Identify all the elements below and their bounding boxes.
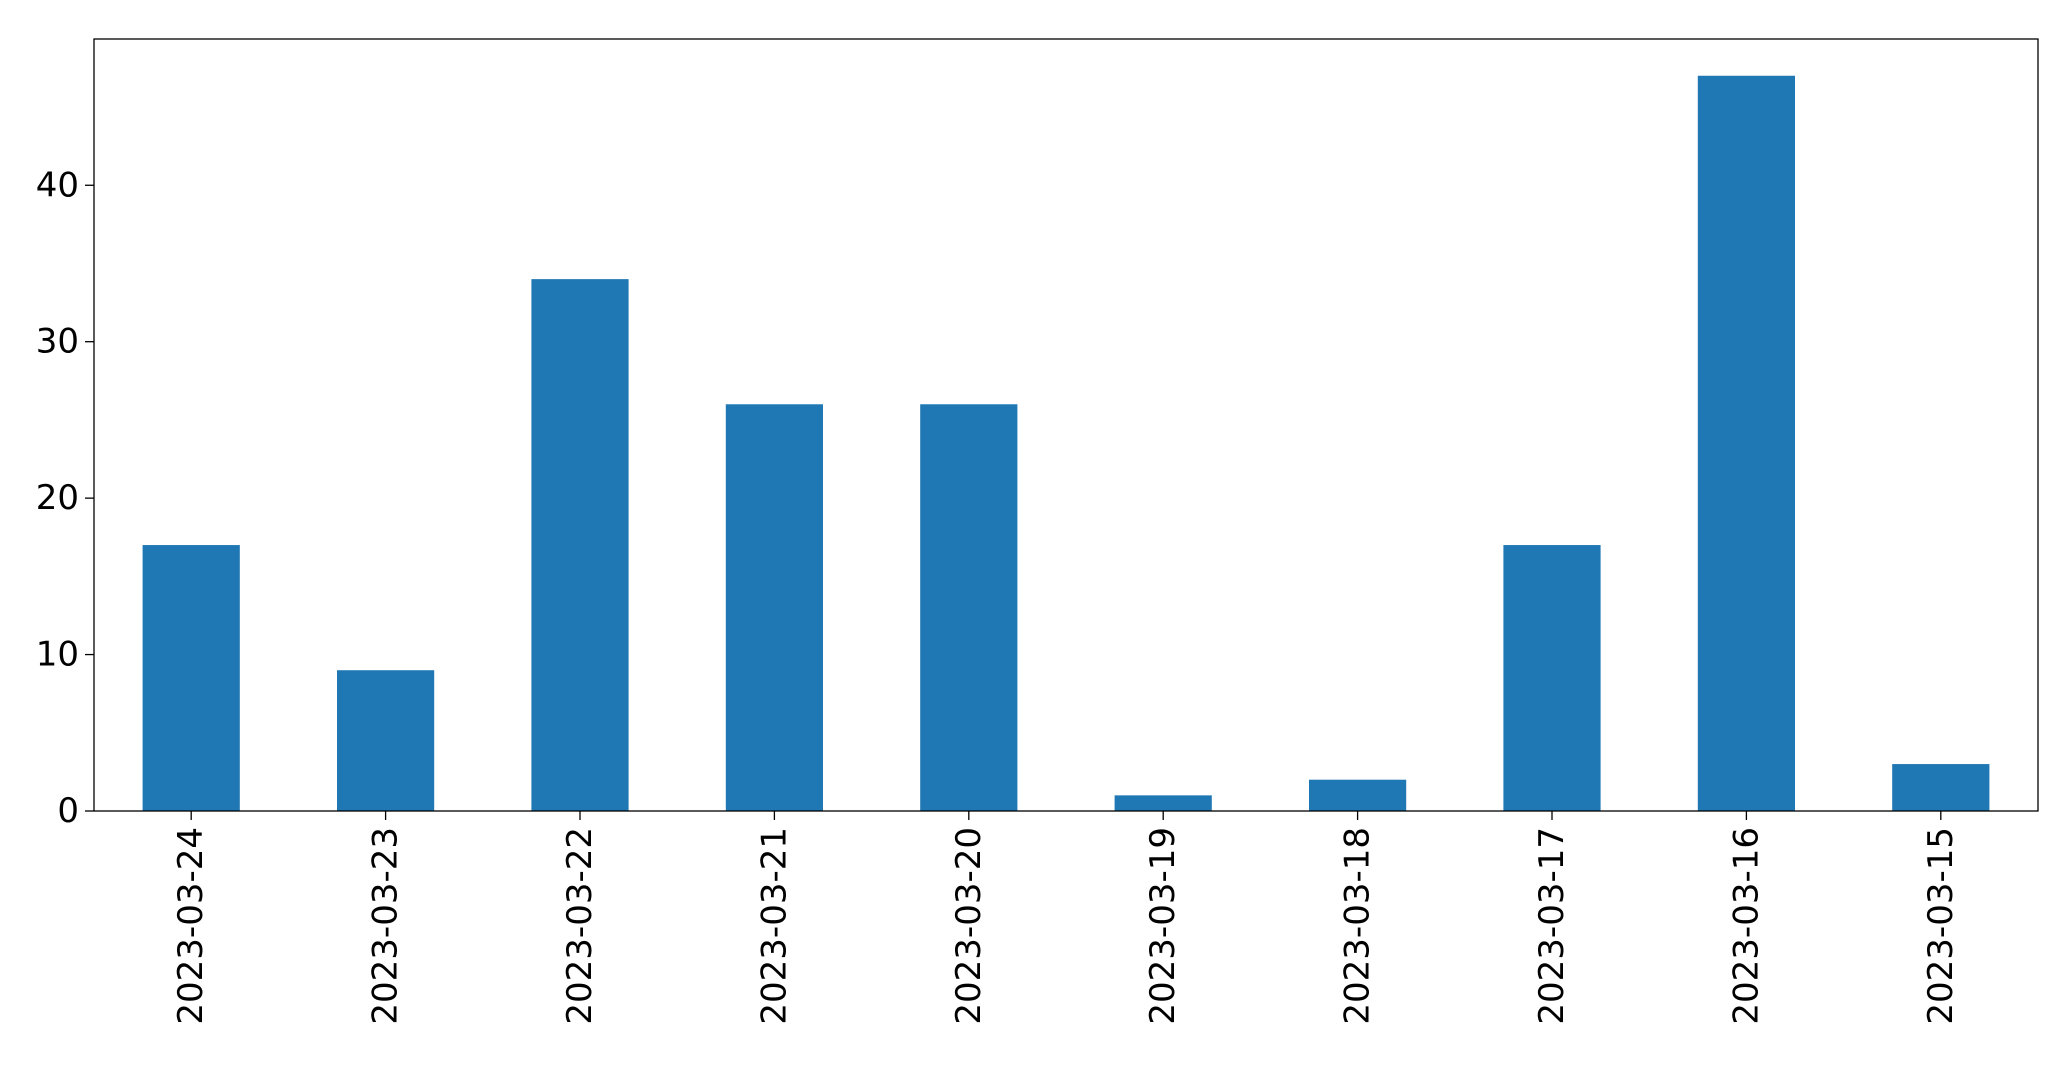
plot-frame	[93, 38, 2039, 812]
x-tick-label: 2023-03-18	[1338, 827, 1378, 1025]
bar-2023-03-23	[337, 670, 435, 811]
bar-2023-03-19	[1114, 795, 1212, 811]
x-tick-label: 2023-03-17	[1532, 827, 1572, 1025]
bar-2023-03-15	[1892, 764, 1990, 811]
x-tick-label: 2023-03-24	[171, 827, 211, 1025]
x-tick-label: 2023-03-23	[366, 827, 406, 1025]
y-tick-label: 0	[57, 791, 79, 831]
bar-2023-03-21	[725, 404, 823, 811]
bar-2023-03-16	[1697, 75, 1795, 811]
x-tick-label: 2023-03-20	[949, 827, 989, 1025]
x-tick-label: 2023-03-21	[754, 827, 794, 1025]
x-tick-label: 2023-03-22	[560, 827, 600, 1025]
x-axis: 2023-03-24 2023-03-23 2023-03-22 2023-03-21…	[171, 811, 1961, 1025]
bar-2023-03-18	[1309, 779, 1407, 811]
bar-2023-03-22	[531, 279, 629, 811]
y-tick-label: 40	[36, 165, 79, 205]
bar-2023-03-24	[142, 545, 240, 811]
bar-2023-03-20	[920, 404, 1018, 811]
y-axis: 0 10 20 30 40	[36, 165, 94, 831]
x-tick-label: 2023-03-15	[1921, 827, 1961, 1025]
bar-2023-03-17	[1503, 545, 1601, 811]
y-tick-label: 10	[36, 635, 79, 675]
y-tick-label: 20	[36, 478, 79, 518]
bars-layer	[142, 75, 1990, 811]
y-tick-label: 30	[36, 322, 79, 362]
x-tick-label: 2023-03-19	[1143, 827, 1183, 1025]
x-tick-label: 2023-03-16	[1726, 827, 1766, 1025]
